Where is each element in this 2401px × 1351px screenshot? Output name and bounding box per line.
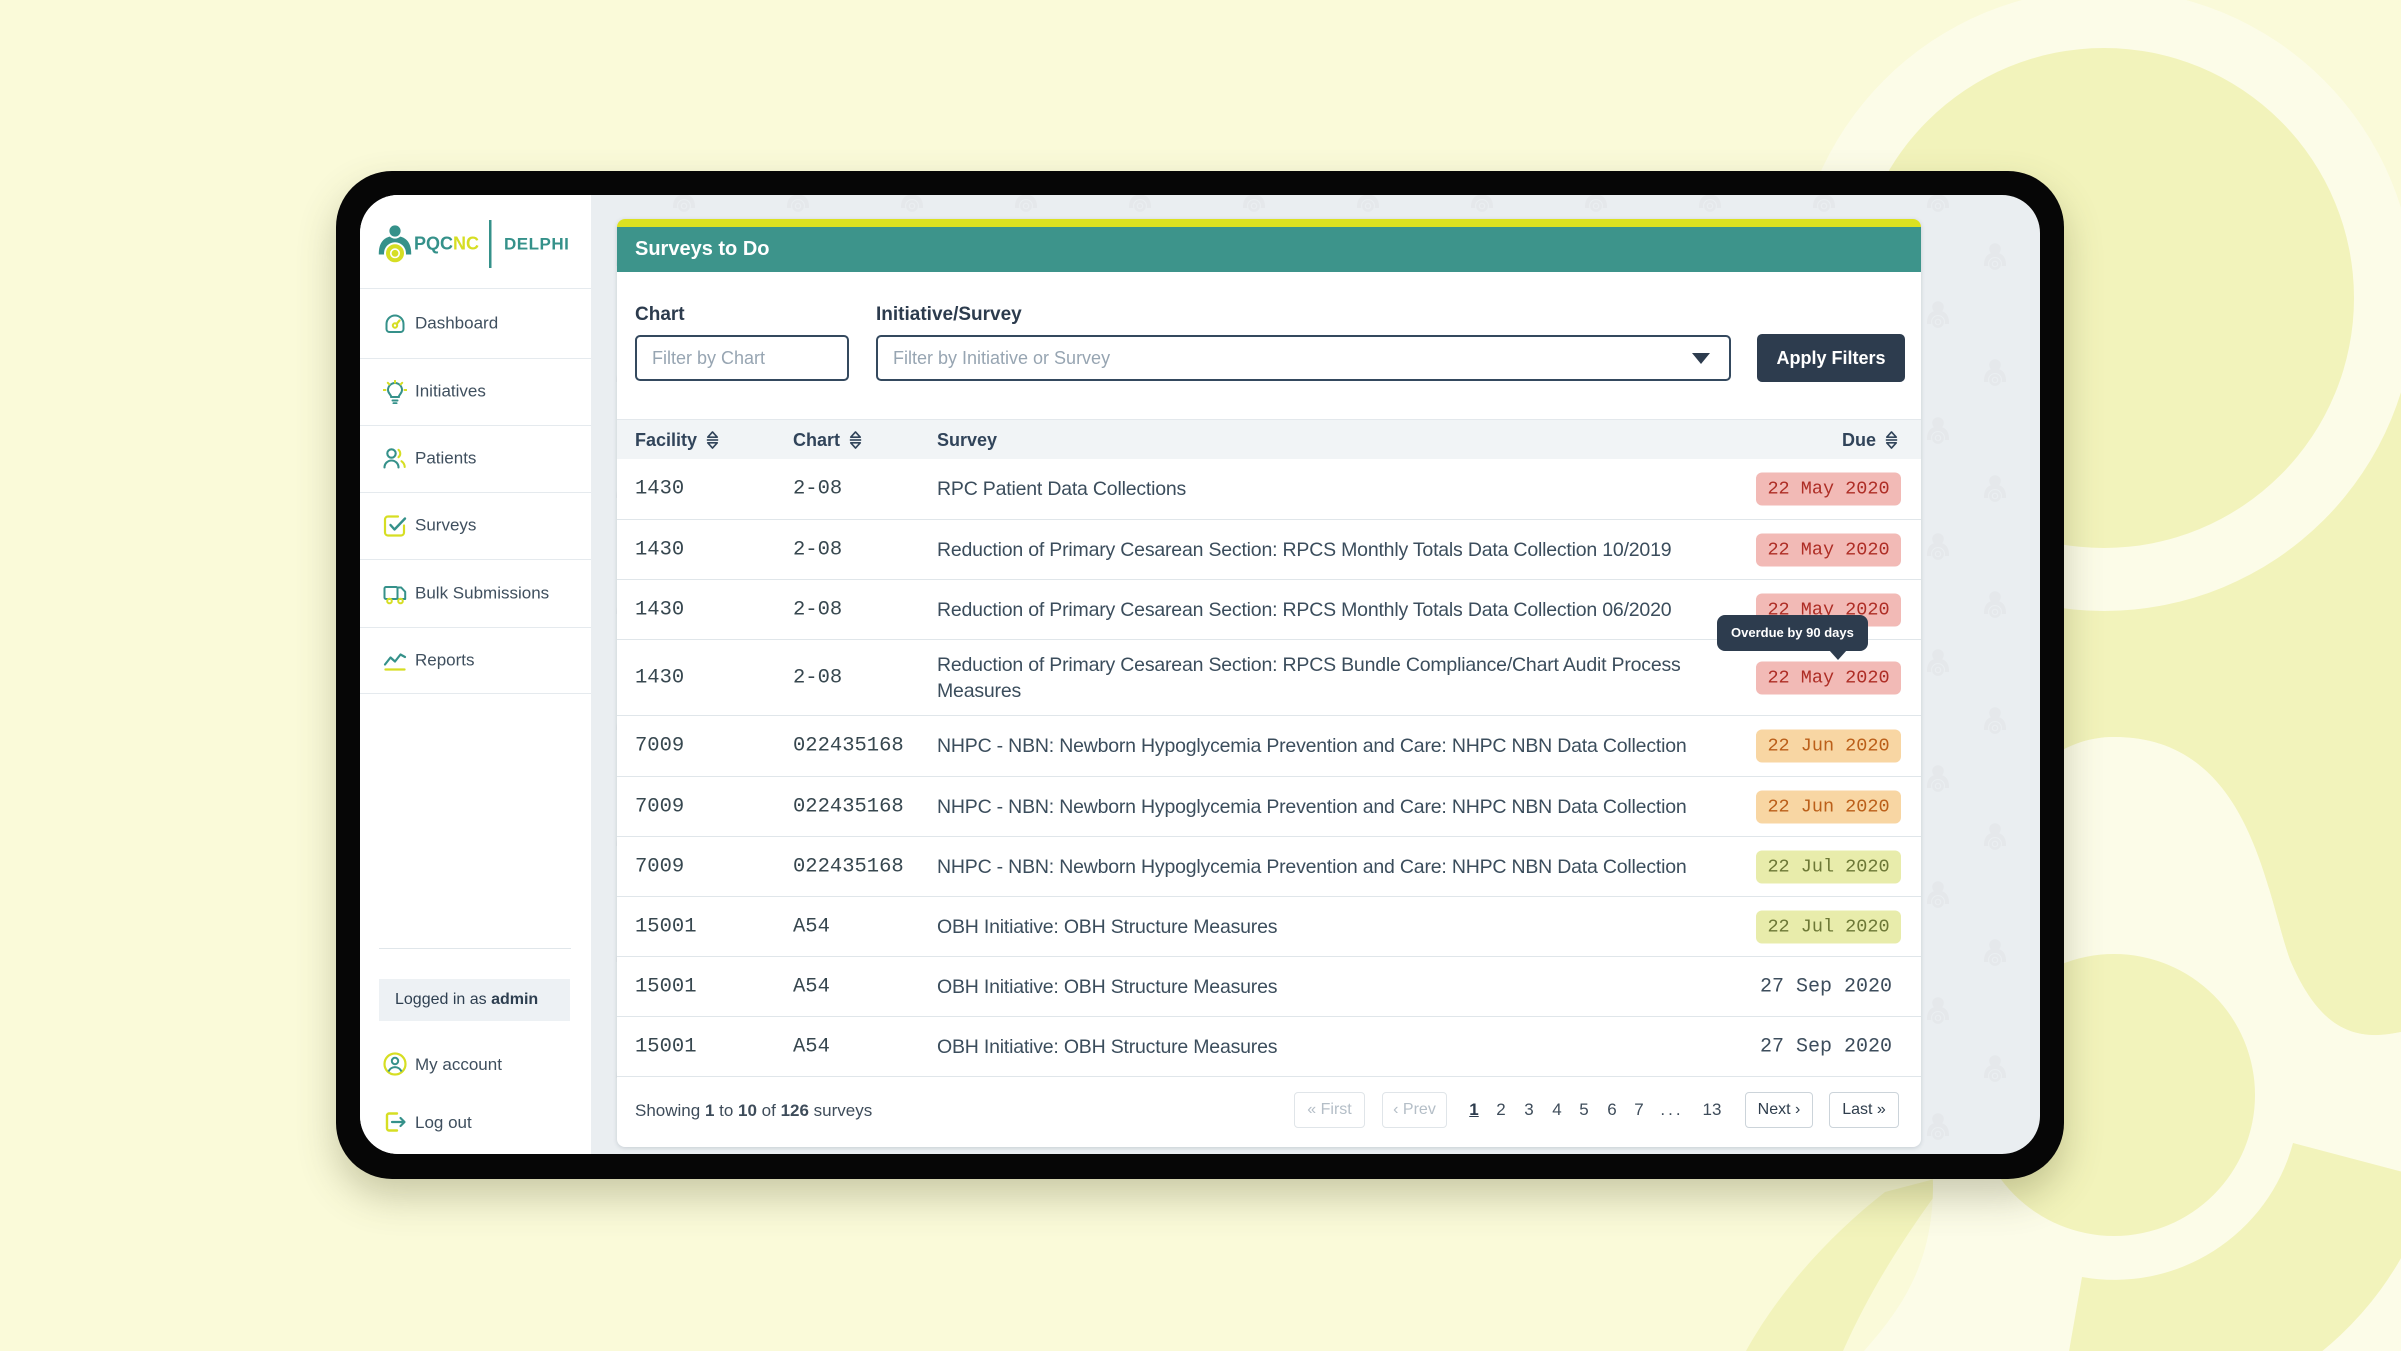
svg-text:PQCNC: PQCNC — [414, 234, 479, 254]
svg-text:DELPHI: DELPHI — [504, 235, 569, 254]
